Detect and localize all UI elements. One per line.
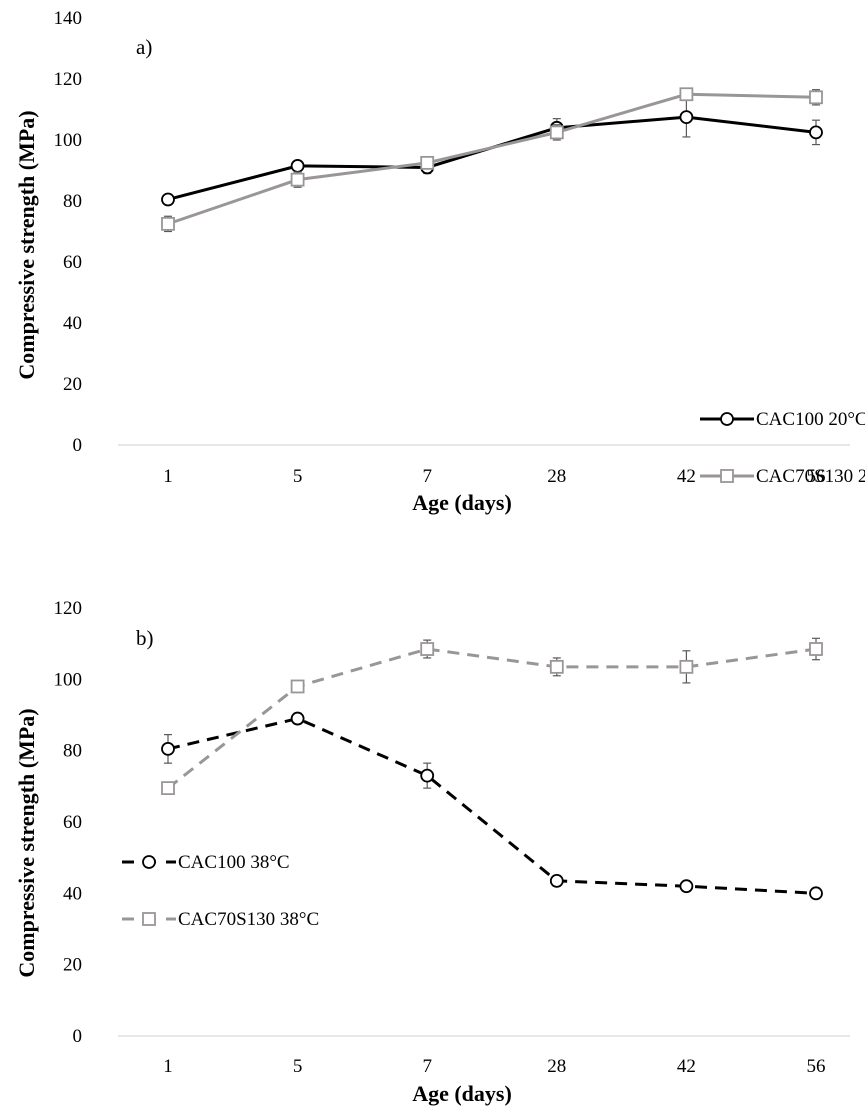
- data-point: [161, 216, 175, 231]
- y-tick-label: 80: [63, 191, 82, 212]
- y-tick-labels: 0 20 40 60 80 100 120 140: [54, 8, 83, 456]
- y-tick-label: 20: [63, 374, 82, 395]
- data-point: [809, 125, 823, 140]
- x-axis-title: Age (days): [412, 490, 512, 515]
- series-2: [161, 87, 823, 233]
- legend: CAC100 38°C CAC70S130 38°C: [122, 852, 319, 930]
- plot-area: [161, 87, 823, 233]
- y-tick-label: 0: [73, 435, 83, 456]
- x-tick-label: 5: [293, 1056, 303, 1077]
- y-tick-label: 60: [63, 812, 82, 833]
- legend-label: CAC100 20°C: [756, 409, 865, 430]
- series-line: [167, 647, 817, 790]
- legend-label: CAC70S130 38°C: [178, 909, 319, 930]
- data-point: [290, 711, 305, 726]
- legend-marker: [720, 469, 734, 483]
- y-tick-label: 40: [63, 883, 82, 904]
- series-2: [161, 637, 823, 796]
- data-point: [420, 642, 435, 656]
- x-tick-label: 56: [807, 466, 826, 487]
- x-tick-label: 1: [163, 1056, 173, 1077]
- data-point: [420, 768, 435, 783]
- data-point: [679, 659, 694, 674]
- chart-panel-b: b) Compressive strength (MPa) Age (days)…: [14, 598, 850, 1106]
- x-tick-labels: 1 5 7 28 42 56: [163, 466, 825, 487]
- y-tick-label: 100: [54, 669, 83, 690]
- data-point: [809, 90, 823, 105]
- x-tick-label: 7: [422, 466, 432, 487]
- data-point: [290, 172, 305, 187]
- y-tick-label: 60: [63, 252, 82, 273]
- panel-label: b): [136, 626, 154, 650]
- series-line: [167, 92, 817, 226]
- legend-label: CAC70S130 20°C: [756, 466, 865, 487]
- y-tick-labels: 0 20 40 60 80 100 120: [54, 598, 83, 1047]
- x-axis-title: Age (days): [412, 1081, 512, 1106]
- data-point: [549, 873, 564, 888]
- x-tick-label: 42: [677, 466, 696, 487]
- y-tick-label: 120: [54, 598, 83, 619]
- x-tick-label: 42: [677, 1056, 696, 1077]
- y-tick-label: 80: [63, 741, 82, 762]
- x-tick-label: 28: [547, 1056, 566, 1077]
- data-point: [679, 879, 694, 894]
- series-line: [167, 716, 817, 895]
- y-axis-title: Compressive strength (MPa): [14, 110, 39, 379]
- data-point: [161, 781, 175, 796]
- legend-label: CAC100 38°C: [178, 852, 290, 873]
- x-tick-label: 5: [293, 466, 303, 487]
- series-1: [161, 96, 823, 207]
- x-tick-label: 7: [422, 1056, 432, 1077]
- x-tick-labels: 1 5 7 28 42 56: [163, 1056, 825, 1077]
- data-point: [679, 87, 694, 102]
- y-tick-label: 40: [63, 313, 82, 334]
- legend-marker: [720, 412, 734, 426]
- data-point: [549, 659, 564, 674]
- plot-area: [161, 637, 823, 901]
- series-1: [161, 711, 823, 901]
- series-line: [167, 115, 817, 201]
- x-tick-label: 28: [547, 466, 566, 487]
- data-point: [809, 642, 823, 656]
- y-tick-label: 140: [54, 8, 83, 29]
- data-point: [161, 741, 175, 756]
- data-point: [420, 155, 435, 170]
- data-point: [290, 159, 305, 173]
- legend-marker: [142, 912, 156, 926]
- data-point: [290, 679, 305, 694]
- x-tick-label: 56: [807, 1056, 826, 1077]
- data-point: [809, 886, 823, 901]
- data-point: [161, 192, 175, 207]
- legend-marker: [142, 855, 156, 869]
- y-tick-label: 100: [54, 130, 83, 151]
- x-tick-label: 1: [163, 466, 173, 487]
- chart-panel-a: a) Compressive strength (MPa) Age (days)…: [14, 8, 865, 515]
- y-tick-label: 120: [54, 69, 83, 90]
- panel-label: a): [136, 35, 152, 59]
- y-tick-label: 0: [73, 1026, 83, 1047]
- legend: CAC100 20°C CAC70S130 20°C: [700, 409, 865, 487]
- y-axis-title: Compressive strength (MPa): [14, 708, 39, 977]
- data-point: [549, 125, 564, 140]
- y-tick-label: 20: [63, 955, 82, 976]
- data-point: [679, 110, 694, 125]
